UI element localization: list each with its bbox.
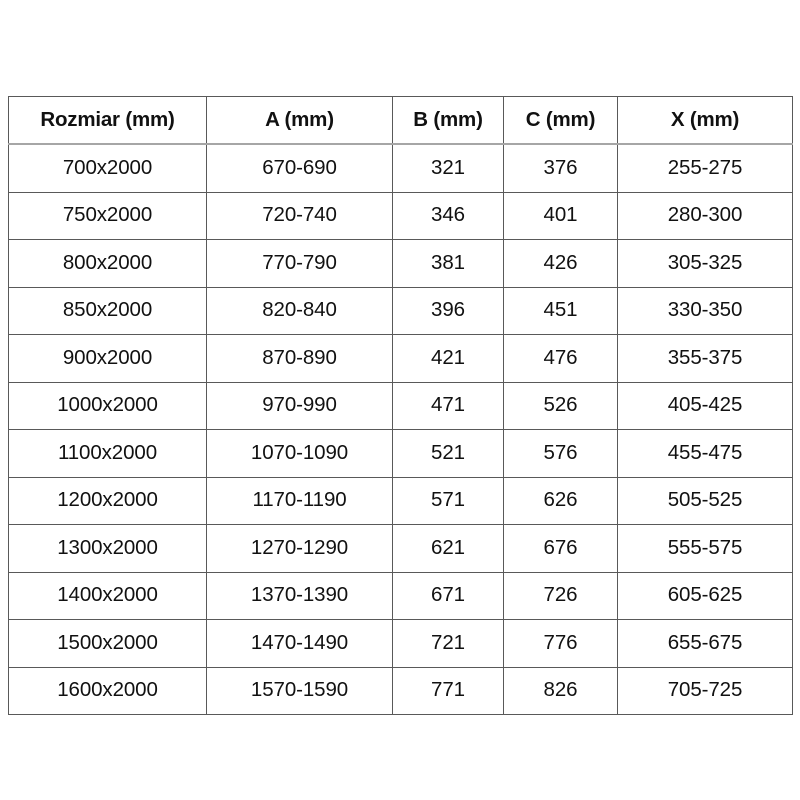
table-cell-a: 1570-1590	[206, 666, 393, 715]
table-cell-x: 655-675	[617, 619, 793, 668]
table-cell-rozmiar: 1000x2000	[8, 381, 207, 430]
table-cell-a: 820-840	[206, 286, 393, 335]
table-cell-b: 396	[392, 286, 504, 335]
column-header-b: B (mm)	[392, 96, 504, 145]
table-cell-a: 970-990	[206, 381, 393, 430]
table-cell-rozmiar: 1200x2000	[8, 476, 207, 525]
table-cell-b: 346	[392, 191, 504, 240]
table-row: 900x2000 870-890 421 476 355-375	[8, 334, 793, 383]
table-cell-x: 255-275	[617, 144, 793, 193]
table-row: 700x2000 670-690 321 376 255-275	[8, 144, 793, 193]
table-cell-c: 376	[503, 144, 618, 193]
table-cell-a: 770-790	[206, 239, 393, 288]
table-cell-c: 426	[503, 239, 618, 288]
table-cell-x: 455-475	[617, 429, 793, 478]
table-cell-rozmiar: 700x2000	[8, 144, 207, 193]
table-cell-rozmiar: 850x2000	[8, 286, 207, 335]
table-cell-rozmiar: 1400x2000	[8, 571, 207, 620]
size-table-container: Rozmiar (mm) A (mm) B (mm) C (mm) X (mm)…	[8, 96, 793, 715]
table-cell-rozmiar: 1500x2000	[8, 619, 207, 668]
size-table: Rozmiar (mm) A (mm) B (mm) C (mm) X (mm)…	[8, 96, 793, 715]
table-cell-x: 355-375	[617, 334, 793, 383]
table-cell-rozmiar: 1300x2000	[8, 524, 207, 573]
table-cell-b: 421	[392, 334, 504, 383]
column-header-x: X (mm)	[617, 96, 793, 145]
table-cell-rozmiar: 800x2000	[8, 239, 207, 288]
table-cell-c: 526	[503, 381, 618, 430]
table-cell-b: 771	[392, 666, 504, 715]
table-cell-a: 1470-1490	[206, 619, 393, 668]
table-cell-x: 505-525	[617, 476, 793, 525]
table-cell-a: 1070-1090	[206, 429, 393, 478]
table-row: 750x2000 720-740 346 401 280-300	[8, 191, 793, 240]
table-cell-a: 670-690	[206, 144, 393, 193]
table-cell-b: 671	[392, 571, 504, 620]
table-cell-c: 576	[503, 429, 618, 478]
table-cell-b: 381	[392, 239, 504, 288]
table-body: 700x2000 670-690 321 376 255-275 750x2000 720-…	[8, 144, 793, 715]
table-cell-b: 321	[392, 144, 504, 193]
table-cell-x: 705-725	[617, 666, 793, 715]
table-cell-c: 626	[503, 476, 618, 525]
table-row: 1100x2000 1070-1090 521 576 455-475	[8, 429, 793, 478]
table-cell-a: 720-740	[206, 191, 393, 240]
table-cell-a: 1370-1390	[206, 571, 393, 620]
table-header-row: Rozmiar (mm) A (mm) B (mm) C (mm) X (mm)	[8, 96, 793, 145]
column-header-a: A (mm)	[206, 96, 393, 145]
table-cell-c: 776	[503, 619, 618, 668]
table-cell-c: 676	[503, 524, 618, 573]
table-cell-c: 826	[503, 666, 618, 715]
column-header-c: C (mm)	[503, 96, 618, 145]
table-row: 1000x2000 970-990 471 526 405-425	[8, 381, 793, 430]
table-cell-rozmiar: 900x2000	[8, 334, 207, 383]
table-row: 800x2000 770-790 381 426 305-325	[8, 239, 793, 288]
table-cell-c: 401	[503, 191, 618, 240]
table-cell-c: 476	[503, 334, 618, 383]
table-cell-b: 571	[392, 476, 504, 525]
table-cell-b: 471	[392, 381, 504, 430]
column-header-rozmiar: Rozmiar (mm)	[8, 96, 207, 145]
table-cell-a: 870-890	[206, 334, 393, 383]
table-cell-x: 305-325	[617, 239, 793, 288]
table-cell-b: 621	[392, 524, 504, 573]
table-cell-a: 1270-1290	[206, 524, 393, 573]
table-header: Rozmiar (mm) A (mm) B (mm) C (mm) X (mm)	[8, 96, 793, 145]
table-cell-rozmiar: 1600x2000	[8, 666, 207, 715]
table-row: 1500x2000 1470-1490 721 776 655-675	[8, 619, 793, 668]
table-cell-rozmiar: 1100x2000	[8, 429, 207, 478]
table-cell-x: 405-425	[617, 381, 793, 430]
table-cell-x: 555-575	[617, 524, 793, 573]
table-cell-b: 521	[392, 429, 504, 478]
table-cell-b: 721	[392, 619, 504, 668]
table-row: 1300x2000 1270-1290 621 676 555-575	[8, 524, 793, 573]
table-row: 1200x2000 1170-1190 571 626 505-525	[8, 476, 793, 525]
table-cell-c: 726	[503, 571, 618, 620]
table-row: 850x2000 820-840 396 451 330-350	[8, 286, 793, 335]
table-cell-rozmiar: 750x2000	[8, 191, 207, 240]
table-cell-x: 330-350	[617, 286, 793, 335]
table-cell-c: 451	[503, 286, 618, 335]
table-cell-x: 280-300	[617, 191, 793, 240]
table-cell-x: 605-625	[617, 571, 793, 620]
table-cell-a: 1170-1190	[206, 476, 393, 525]
table-row: 1400x2000 1370-1390 671 726 605-625	[8, 571, 793, 620]
table-row: 1600x2000 1570-1590 771 826 705-725	[8, 666, 793, 715]
